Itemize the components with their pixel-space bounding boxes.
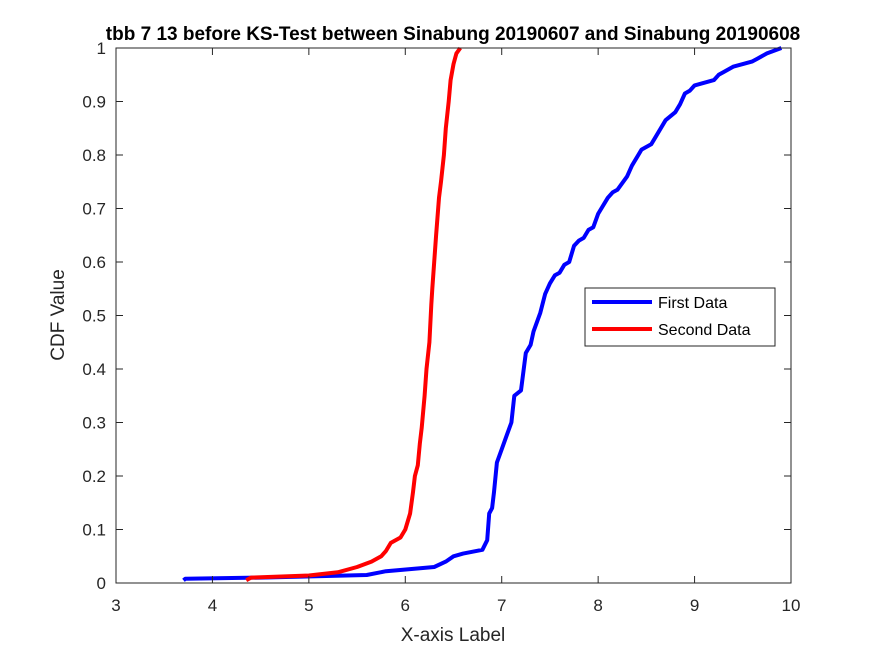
x-tick-label: 3 xyxy=(111,596,120,615)
x-tick-label: 5 xyxy=(304,596,313,615)
chart-title: tbb 7 13 before KS-Test between Sinabung… xyxy=(106,24,800,45)
y-tick-label: 0.3 xyxy=(82,414,106,433)
x-tick-label: 4 xyxy=(208,596,217,615)
legend-label-first-data: First Data xyxy=(658,295,727,312)
y-tick-label: 0.1 xyxy=(82,521,106,540)
legend: First Data Second Data xyxy=(584,287,776,347)
x-axis-ticks: 3 4 5 6 7 8 9 10 xyxy=(111,48,800,615)
y-tick-label: 0.5 xyxy=(82,307,106,326)
y-tick-label: 0.2 xyxy=(82,467,106,486)
legend-label-second-data: Second Data xyxy=(658,322,751,339)
x-tick-label: 7 xyxy=(497,596,506,615)
x-axis-label: X-axis Label xyxy=(401,625,506,646)
series-layer xyxy=(182,46,783,583)
y-tick-label: 0 xyxy=(97,574,106,593)
x-tick-label: 8 xyxy=(593,596,602,615)
legend-box xyxy=(584,287,776,347)
y-axis-label: CDF Value xyxy=(48,269,69,361)
y-tick-label: 0.4 xyxy=(82,360,106,379)
x-tick-label: 10 xyxy=(782,596,801,615)
series-line-first-data xyxy=(182,46,783,582)
series-line-second-data xyxy=(245,46,462,583)
x-tick-label: 9 xyxy=(690,596,699,615)
y-tick-label: 0.6 xyxy=(82,253,106,272)
y-tick-label: 0.9 xyxy=(82,93,106,112)
y-tick-label: 0.7 xyxy=(82,200,106,219)
y-axis-ticks: 0 0.1 0.2 0.3 0.4 0.5 0.6 0.7 0.8 0.9 1 xyxy=(82,39,791,593)
y-tick-label: 0.8 xyxy=(82,146,106,165)
x-tick-label: 6 xyxy=(401,596,410,615)
y-tick-label: 1 xyxy=(97,39,106,58)
